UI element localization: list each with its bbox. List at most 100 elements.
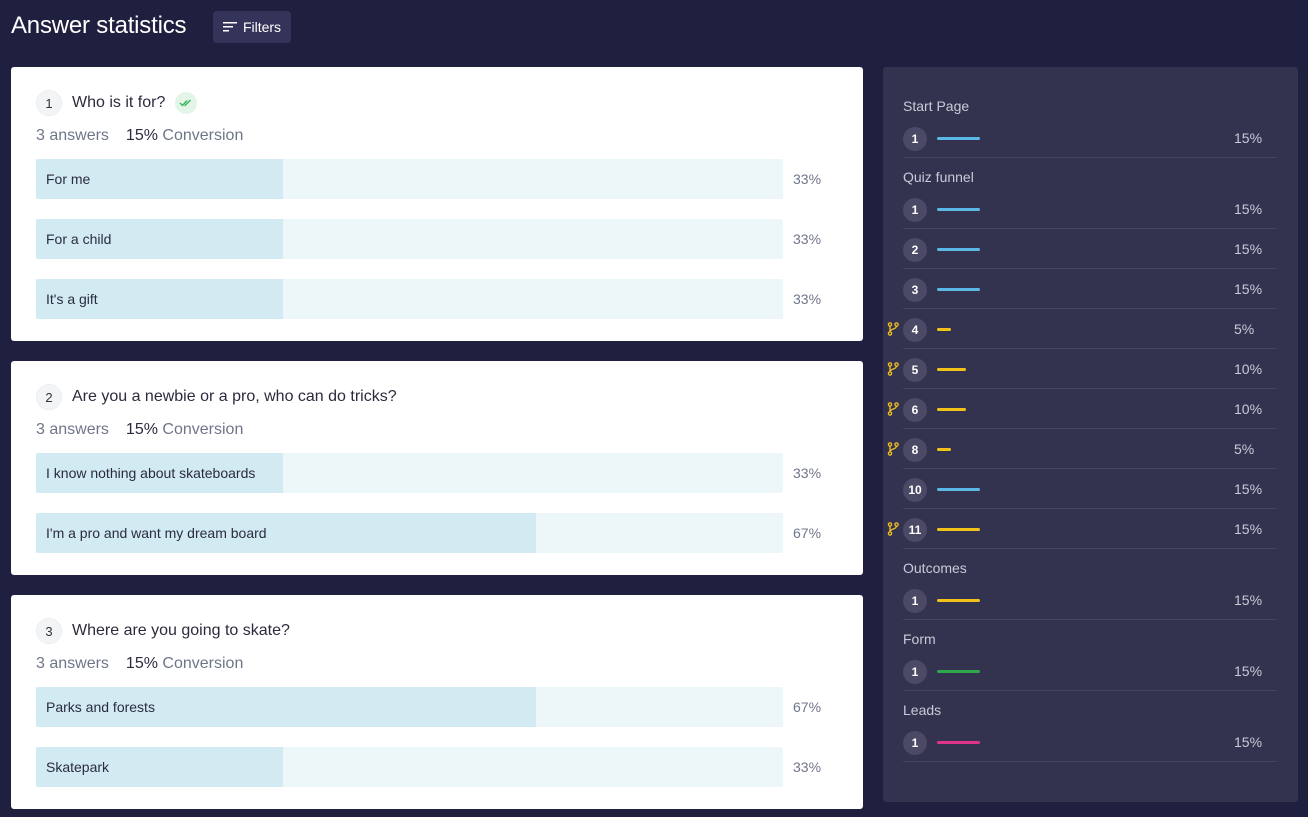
step-percent: 15% [1234, 521, 1263, 537]
conversion-label: Conversion [162, 655, 244, 672]
funnel-row[interactable]: 11 15% [887, 509, 1277, 549]
answer-percent: 67% [793, 525, 822, 541]
answer-percent: 33% [793, 465, 822, 481]
answer-label: Skatepark [46, 759, 110, 775]
answer-percent: 33% [793, 171, 822, 187]
step-percent: 10% [1234, 361, 1263, 377]
step-number: 1 [903, 198, 927, 222]
funnel-row[interactable]: 8 5% [887, 429, 1277, 469]
section-title: Quiz funnel [903, 169, 974, 185]
answer-bar: I'm a pro and want my dream board [36, 513, 783, 553]
answer-label: I'm a pro and want my dream board [46, 525, 267, 541]
answer-label: I know nothing about skateboards [46, 465, 256, 481]
funnel-row[interactable]: 1 15% [903, 580, 1277, 620]
step-number: 8 [903, 438, 927, 462]
answer-fill [36, 453, 283, 493]
question-stats: 3 answers 15% Conversion [36, 421, 243, 439]
step-percent: 15% [1234, 281, 1263, 297]
funnel-row[interactable]: 1 15% [903, 722, 1277, 762]
conversion-label: Conversion [162, 127, 244, 144]
answers-count: 3 answers [36, 655, 109, 672]
conversion-value: 15% [125, 655, 158, 672]
answer-percent: 67% [793, 699, 822, 715]
answer-label: It's a gift [46, 291, 98, 307]
answers-count: 3 answers [36, 421, 109, 438]
conversion-value: 15% [125, 127, 158, 144]
funnel-row[interactable]: 6 10% [887, 389, 1277, 429]
filter-lines-icon [222, 22, 237, 32]
step-percent: 15% [1234, 734, 1263, 750]
step-number: 1 [903, 589, 927, 613]
question-card: 3 Where are you going to skate? 3 answer… [11, 595, 863, 809]
step-progress-bar [937, 288, 980, 291]
section-title: Leads [903, 702, 942, 718]
answer-percent: 33% [793, 291, 822, 307]
double-check-icon [175, 92, 198, 114]
branch-icon [887, 522, 899, 541]
step-progress-bar [937, 488, 980, 491]
funnel-row[interactable]: 1 15% [903, 651, 1277, 691]
answer-percent: 33% [793, 231, 822, 247]
step-progress-bar [937, 328, 951, 331]
step-number: 1 [903, 731, 927, 755]
answer-bar: I know nothing about skateboards [36, 453, 783, 493]
step-number: 5 [903, 358, 927, 382]
answer-bar: For a child [36, 219, 783, 259]
filters-button[interactable]: Filters [213, 11, 291, 43]
branch-icon [887, 442, 899, 461]
step-percent: 10% [1234, 401, 1263, 417]
question-title: Are you a newbie or a pro, who can do tr… [72, 388, 397, 405]
section-title: Form [903, 631, 936, 647]
step-progress-bar [937, 137, 980, 140]
funnel-row[interactable]: 3 15% [903, 269, 1277, 309]
step-progress-bar [937, 670, 980, 673]
funnel-row[interactable]: 1 15% [903, 118, 1277, 158]
step-percent: 5% [1234, 321, 1255, 337]
step-percent: 5% [1234, 441, 1255, 457]
answer-fill [36, 747, 283, 787]
step-number: 3 [903, 278, 927, 302]
step-number: 1 [903, 127, 927, 151]
question-number: 2 [36, 384, 62, 410]
funnel-row[interactable]: 5 10% [887, 349, 1277, 389]
question-card: 2 Are you a newbie or a pro, who can do … [11, 361, 863, 575]
step-progress-bar [937, 448, 951, 451]
step-progress-bar [937, 741, 980, 744]
answer-label: For me [46, 171, 91, 187]
step-number: 6 [903, 398, 927, 422]
question-stats: 3 answers 15% Conversion [36, 655, 243, 673]
step-percent: 15% [1234, 130, 1263, 146]
funnel-row[interactable]: 2 15% [903, 229, 1277, 269]
step-number: 10 [903, 478, 927, 502]
branch-icon [887, 402, 899, 421]
page-title: Answer statistics [11, 12, 187, 39]
section-title: Outcomes [903, 560, 967, 576]
funnel-row[interactable]: 1 15% [903, 189, 1277, 229]
answer-percent: 33% [793, 759, 822, 775]
step-percent: 15% [1234, 663, 1263, 679]
conversion-label: Conversion [162, 421, 244, 438]
answer-fill [36, 513, 536, 553]
funnel-row[interactable]: 10 15% [903, 469, 1277, 509]
answer-fill [36, 687, 536, 727]
step-progress-bar [937, 408, 966, 411]
step-percent: 15% [1234, 481, 1263, 497]
conversion-value: 15% [125, 421, 158, 438]
step-progress-bar [937, 368, 966, 371]
funnel-row[interactable]: 4 5% [887, 309, 1277, 349]
step-progress-bar [937, 208, 980, 211]
question-number: 1 [36, 90, 62, 116]
step-percent: 15% [1234, 592, 1263, 608]
answers-count: 3 answers [36, 127, 109, 144]
question-title: Who is it for? [72, 94, 166, 111]
question-title: Where are you going to skate? [72, 622, 290, 639]
step-progress-bar [937, 599, 980, 602]
branch-icon [887, 322, 899, 341]
answer-fill [36, 159, 283, 199]
step-number: 2 [903, 238, 927, 262]
step-number: 11 [903, 518, 927, 542]
filters-label: Filters [242, 19, 282, 35]
answer-bar: It's a gift [36, 279, 783, 319]
step-progress-bar [937, 528, 980, 531]
